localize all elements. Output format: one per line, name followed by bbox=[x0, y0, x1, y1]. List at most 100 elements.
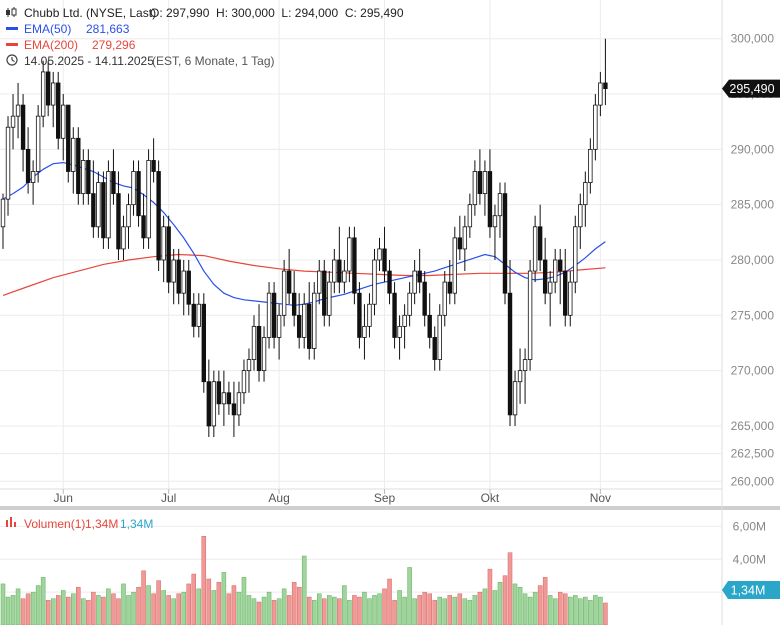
candle[interactable] bbox=[307, 282, 312, 360]
volume-bar[interactable] bbox=[101, 596, 106, 626]
candle[interactable] bbox=[432, 326, 437, 371]
volume-bar[interactable] bbox=[20, 598, 26, 626]
candle[interactable] bbox=[216, 370, 222, 415]
volume-bar[interactable] bbox=[377, 593, 382, 626]
volume-bar[interactable] bbox=[517, 586, 523, 626]
volume-bar[interactable] bbox=[40, 577, 46, 626]
candle[interactable] bbox=[482, 160, 488, 216]
candle[interactable] bbox=[241, 359, 247, 404]
volume-bar[interactable] bbox=[432, 600, 437, 626]
candle[interactable] bbox=[532, 215, 538, 283]
candle[interactable] bbox=[61, 94, 66, 161]
candle[interactable] bbox=[156, 160, 161, 272]
volume-bar[interactable] bbox=[186, 583, 191, 626]
candle[interactable] bbox=[226, 381, 232, 415]
candle[interactable] bbox=[412, 259, 417, 305]
candle[interactable] bbox=[286, 248, 292, 305]
volume-bar[interactable] bbox=[487, 568, 493, 626]
volume-bar[interactable] bbox=[15, 588, 21, 626]
candle[interactable] bbox=[101, 171, 106, 249]
volume-bar[interactable] bbox=[306, 596, 312, 626]
volume-bar[interactable] bbox=[502, 575, 508, 626]
candle[interactable] bbox=[312, 282, 317, 360]
volume-bar[interactable] bbox=[226, 593, 232, 626]
candle[interactable] bbox=[362, 304, 367, 360]
candle[interactable] bbox=[322, 259, 327, 327]
candle[interactable] bbox=[186, 259, 191, 316]
candle[interactable] bbox=[462, 215, 468, 272]
candle[interactable] bbox=[442, 271, 447, 327]
candle[interactable] bbox=[96, 171, 101, 238]
volume-bar[interactable] bbox=[266, 591, 272, 626]
candle[interactable] bbox=[337, 226, 342, 294]
volume-bar[interactable] bbox=[291, 582, 297, 626]
candle[interactable] bbox=[387, 259, 392, 305]
volume-bar[interactable] bbox=[447, 595, 453, 626]
volume-bar[interactable] bbox=[50, 598, 56, 626]
volume-bar[interactable] bbox=[141, 570, 146, 626]
candle[interactable] bbox=[141, 193, 146, 249]
candle[interactable] bbox=[181, 259, 186, 316]
volume-bar[interactable] bbox=[357, 596, 362, 626]
volume-bar[interactable] bbox=[86, 600, 91, 626]
volume-bar[interactable] bbox=[25, 593, 31, 626]
candle[interactable] bbox=[377, 237, 382, 272]
candle[interactable] bbox=[301, 293, 307, 349]
volume-bar[interactable] bbox=[241, 577, 247, 626]
candle[interactable] bbox=[342, 259, 347, 294]
volume-bar[interactable] bbox=[437, 596, 442, 626]
volume-bar[interactable] bbox=[136, 586, 141, 626]
candle[interactable] bbox=[281, 259, 287, 327]
candle[interactable] bbox=[30, 160, 36, 205]
candle[interactable] bbox=[527, 259, 533, 371]
candle[interactable] bbox=[603, 38, 608, 106]
volume-bar[interactable] bbox=[492, 590, 498, 626]
volume-bar[interactable] bbox=[497, 582, 503, 626]
volume-bar[interactable] bbox=[598, 596, 603, 626]
candle[interactable] bbox=[507, 259, 513, 426]
volume-bar[interactable] bbox=[271, 600, 277, 626]
candle[interactable] bbox=[593, 94, 598, 161]
volume-bar[interactable] bbox=[367, 598, 372, 626]
volume-bar[interactable] bbox=[60, 590, 66, 626]
volume-bar[interactable] bbox=[76, 586, 81, 626]
candle[interactable] bbox=[231, 381, 237, 438]
volume-bar[interactable] bbox=[116, 598, 121, 626]
volume-bar[interactable] bbox=[191, 573, 197, 626]
candle[interactable] bbox=[382, 226, 387, 283]
volume-bar[interactable] bbox=[181, 591, 186, 626]
volume-bar[interactable] bbox=[512, 583, 518, 626]
candle[interactable] bbox=[191, 293, 196, 338]
candle[interactable] bbox=[206, 359, 212, 438]
candle[interactable] bbox=[136, 160, 141, 227]
candle[interactable] bbox=[35, 105, 41, 183]
candle[interactable] bbox=[266, 282, 272, 349]
candle[interactable] bbox=[402, 304, 407, 349]
candle[interactable] bbox=[467, 193, 473, 238]
volume-bar[interactable] bbox=[527, 596, 533, 626]
volume-bar[interactable] bbox=[206, 578, 212, 626]
candle[interactable] bbox=[477, 149, 483, 205]
volume-bar[interactable] bbox=[573, 595, 578, 626]
volume-legend-label[interactable]: Volumen(1) bbox=[24, 517, 85, 531]
volume-bar[interactable] bbox=[231, 585, 237, 626]
volume-bar[interactable] bbox=[311, 600, 317, 626]
volume-bar[interactable] bbox=[347, 600, 352, 626]
volume-bar[interactable] bbox=[402, 596, 407, 626]
volume-bar[interactable] bbox=[30, 591, 36, 626]
volume-bar[interactable] bbox=[196, 588, 202, 626]
candle[interactable] bbox=[417, 248, 422, 294]
candle[interactable] bbox=[106, 160, 111, 249]
candle[interactable] bbox=[598, 71, 603, 117]
volume-bar[interactable] bbox=[603, 602, 608, 626]
candle[interactable] bbox=[447, 259, 452, 305]
candle[interactable] bbox=[131, 160, 136, 216]
volume-bar[interactable] bbox=[111, 593, 116, 626]
volume-bar[interactable] bbox=[327, 595, 332, 626]
volume-bar[interactable] bbox=[442, 598, 448, 626]
volume-bar[interactable] bbox=[281, 588, 287, 626]
volume-bar[interactable] bbox=[91, 591, 96, 626]
candle[interactable] bbox=[327, 271, 332, 327]
ema200-path[interactable] bbox=[2, 253, 606, 296]
candle[interactable] bbox=[71, 127, 76, 194]
